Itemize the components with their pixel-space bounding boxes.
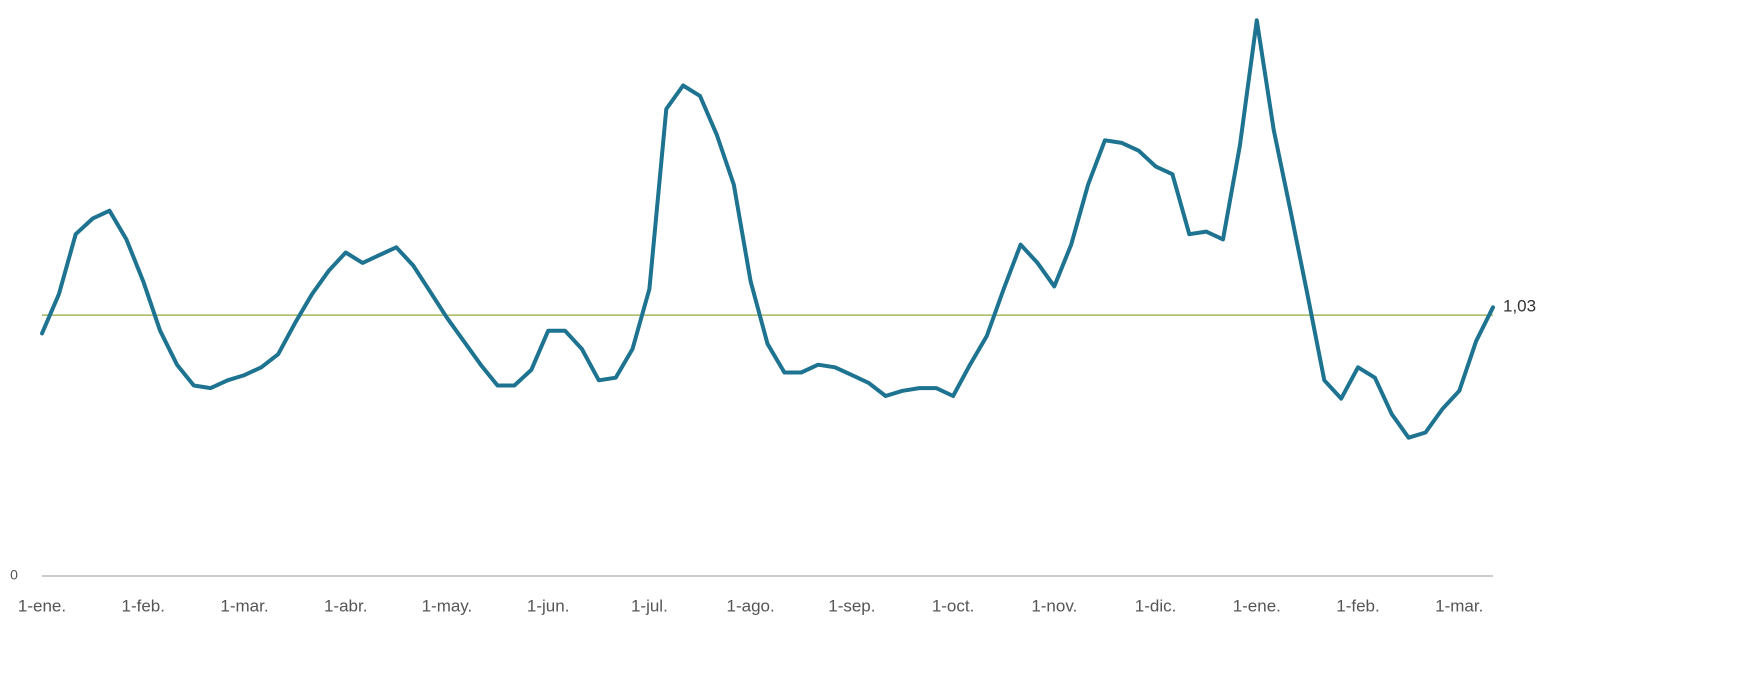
x-tick-label: 1-oct. bbox=[932, 596, 975, 615]
x-tick-label: 1-sep. bbox=[828, 596, 875, 615]
y-tick-label: 0 bbox=[10, 567, 18, 583]
x-tick-label: 1-feb. bbox=[121, 596, 164, 615]
x-tick-label: 1-nov. bbox=[1031, 596, 1077, 615]
x-tick-label: 1-mar. bbox=[1435, 596, 1483, 615]
x-tick-label: 1-abr. bbox=[324, 596, 367, 615]
x-tick-label: 1-dic. bbox=[1135, 596, 1177, 615]
x-tick-label: 1-ene. bbox=[1233, 596, 1281, 615]
x-tick-label: 1-ene. bbox=[18, 596, 66, 615]
value-label: 1,03 bbox=[1503, 297, 1536, 316]
series-line bbox=[40, 18, 1495, 440]
x-tick-label: 1-jul. bbox=[631, 596, 668, 615]
x-tick-label: 1-mar. bbox=[220, 596, 268, 615]
x-tick-label: 1-may. bbox=[422, 596, 473, 615]
x-tick-label: 1-ago. bbox=[727, 596, 775, 615]
x-tick-label: 1-feb. bbox=[1336, 596, 1379, 615]
x-tick-label: 1-jun. bbox=[527, 596, 570, 615]
